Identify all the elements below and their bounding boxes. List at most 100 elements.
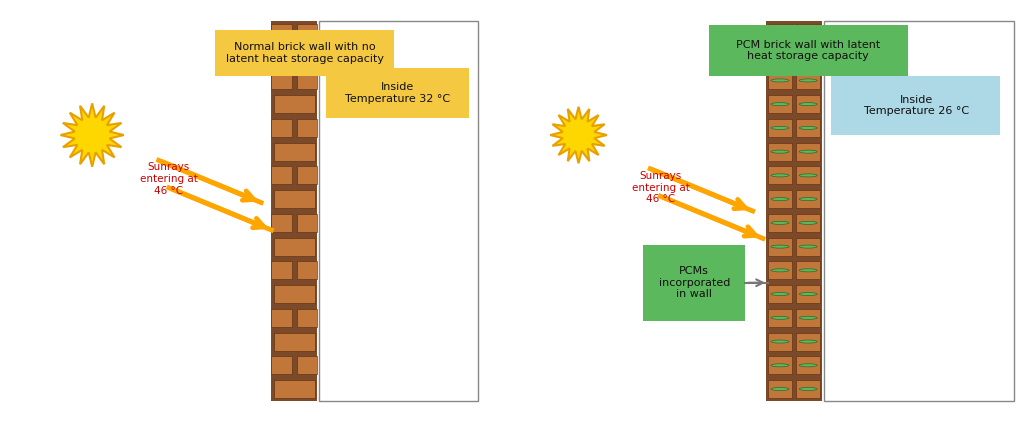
Bar	[768, 48, 792, 66]
Bar	[297, 356, 317, 374]
Bar	[797, 95, 820, 113]
Bar	[326, 68, 469, 118]
Text: Normal brick wall with no
latent heat storage capacity: Normal brick wall with no latent heat st…	[226, 42, 384, 64]
Ellipse shape	[771, 340, 790, 343]
Ellipse shape	[771, 245, 790, 248]
Bar	[797, 71, 820, 89]
Ellipse shape	[771, 55, 790, 58]
Bar	[297, 166, 317, 184]
Bar	[271, 261, 292, 279]
Bar	[273, 238, 315, 256]
Bar	[271, 356, 292, 374]
Bar	[273, 143, 315, 161]
Ellipse shape	[799, 32, 817, 35]
Bar	[215, 30, 394, 76]
Bar	[768, 309, 792, 327]
Bar	[271, 166, 292, 184]
Bar	[768, 356, 792, 374]
Ellipse shape	[799, 222, 817, 225]
Ellipse shape	[771, 387, 790, 390]
Bar	[768, 95, 792, 113]
Bar	[273, 285, 315, 303]
Bar	[643, 245, 745, 321]
Text: Sunrays
entering at
46 °C: Sunrays entering at 46 °C	[632, 171, 689, 204]
Ellipse shape	[771, 292, 790, 295]
Bar	[271, 71, 292, 89]
Bar	[271, 21, 317, 401]
Bar	[768, 238, 792, 256]
Ellipse shape	[799, 103, 817, 106]
Ellipse shape	[771, 174, 790, 177]
Ellipse shape	[771, 103, 790, 106]
Bar	[271, 119, 292, 137]
Ellipse shape	[799, 269, 817, 272]
Bar	[297, 119, 317, 137]
Bar	[797, 380, 820, 398]
Bar	[768, 71, 792, 89]
Bar	[273, 333, 315, 351]
Ellipse shape	[799, 292, 817, 295]
Bar	[271, 309, 292, 327]
Bar	[273, 190, 315, 208]
Bar	[831, 76, 1000, 135]
Bar	[797, 119, 820, 137]
Bar	[797, 333, 820, 351]
Bar	[797, 285, 820, 303]
Bar	[273, 95, 315, 113]
Bar	[768, 119, 792, 137]
Bar	[768, 24, 792, 42]
Text: Sunrays
entering at
46 °C: Sunrays entering at 46 °C	[140, 162, 198, 196]
Text: PCMs
incorporated
in wall: PCMs incorporated in wall	[658, 266, 730, 299]
Ellipse shape	[771, 197, 790, 200]
Polygon shape	[60, 103, 124, 167]
Bar	[797, 190, 820, 208]
Ellipse shape	[771, 127, 790, 130]
Text: Inside
Temperature 26 °C: Inside Temperature 26 °C	[864, 95, 969, 116]
Bar	[797, 214, 820, 232]
Bar	[768, 333, 792, 351]
Bar	[271, 24, 292, 42]
Ellipse shape	[799, 55, 817, 58]
Bar	[297, 214, 317, 232]
Bar	[797, 48, 820, 66]
Bar	[768, 190, 792, 208]
Ellipse shape	[799, 79, 817, 82]
Bar	[768, 261, 792, 279]
Bar	[797, 166, 820, 184]
Ellipse shape	[799, 340, 817, 343]
Ellipse shape	[771, 222, 790, 225]
Text: Inside
Temperature 32 °C: Inside Temperature 32 °C	[345, 82, 450, 104]
Bar	[273, 48, 315, 66]
Bar	[766, 21, 822, 401]
Bar	[797, 356, 820, 374]
Bar	[768, 143, 792, 161]
Ellipse shape	[771, 32, 790, 35]
Polygon shape	[550, 107, 607, 163]
Bar	[271, 214, 292, 232]
Ellipse shape	[799, 197, 817, 200]
Ellipse shape	[799, 364, 817, 367]
Bar	[824, 21, 1014, 401]
Bar	[297, 309, 317, 327]
Ellipse shape	[771, 364, 790, 367]
Bar	[297, 24, 317, 42]
Ellipse shape	[799, 387, 817, 390]
Bar	[768, 285, 792, 303]
Bar	[797, 24, 820, 42]
Ellipse shape	[771, 269, 790, 272]
Bar	[273, 380, 315, 398]
Bar	[709, 25, 908, 76]
Ellipse shape	[771, 79, 790, 82]
Ellipse shape	[799, 245, 817, 248]
Bar	[797, 238, 820, 256]
Bar	[797, 143, 820, 161]
Bar	[797, 261, 820, 279]
Bar	[768, 166, 792, 184]
Bar	[297, 261, 317, 279]
Text: PCM brick wall with latent
heat storage capacity: PCM brick wall with latent heat storage …	[736, 40, 880, 62]
Ellipse shape	[771, 150, 790, 153]
Bar	[768, 214, 792, 232]
Ellipse shape	[771, 316, 790, 319]
Bar	[768, 380, 792, 398]
Ellipse shape	[799, 316, 817, 319]
